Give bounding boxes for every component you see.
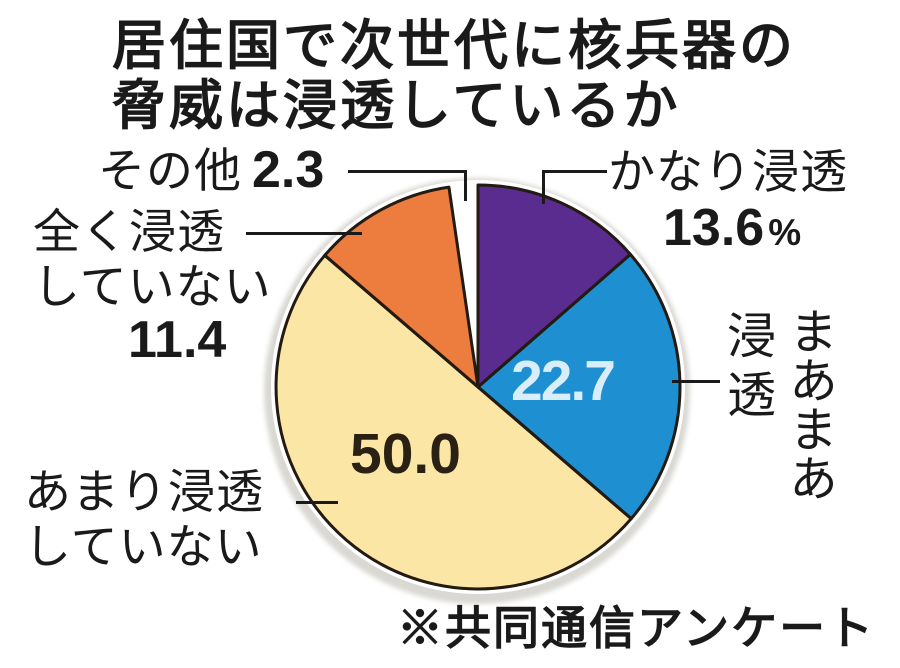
pie-slice-2: [276, 255, 632, 589]
pie-slice-0: [478, 185, 631, 387]
percent-sign: %: [768, 212, 802, 253]
callout-other-connector-line: [348, 170, 467, 201]
callout-kanari-value-number: 13.6: [663, 199, 765, 257]
pie-value-amari: 50.0: [350, 422, 461, 486]
source-note: ※共同通信アンケート: [397, 603, 876, 654]
pie-slice-outline-0: [476, 183, 632, 389]
pie-slice-1: [478, 254, 681, 519]
callout-amari-label-line2: していない: [24, 520, 263, 573]
callout-amari-label: あまり浸透 していない: [24, 464, 264, 574]
callout-mattaku-label-line1: 全く浸透: [33, 205, 225, 258]
pie-slice-3: [324, 187, 478, 387]
callout-kanari-label: かなり浸透: [608, 145, 848, 198]
chart-title-line2: 脅威は浸透しているか: [112, 76, 681, 136]
pie-chart: [264, 178, 690, 604]
callout-mattaku-connector-line: [246, 232, 362, 235]
callout-mattaku-label-line2: していない: [33, 260, 272, 313]
pie-value-maamaa: 22.7: [511, 349, 616, 413]
callout-other: その他 2.3: [98, 140, 324, 200]
chart-title: 居住国で次世代に核兵器の 脅威は浸透しているか: [112, 16, 796, 136]
callout-kanari-value: 13.6%: [663, 198, 801, 258]
callout-maamaa-connector-line: [672, 380, 720, 383]
pie-slice-outline-2: [274, 253, 633, 591]
chart-title-line1: 居住国で次世代に核兵器の: [112, 16, 796, 76]
callout-mattaku-value: 11.4: [128, 311, 227, 369]
pie-slice-outline-3: [323, 185, 480, 389]
callout-kanari-connector-line: [542, 170, 607, 204]
callout-maamaa-label-column1: まあまあ: [782, 306, 836, 502]
callout-mattaku-label: 全く浸透 していない: [33, 204, 272, 314]
callout-maamaa-label-column2: 浸透: [720, 310, 774, 428]
callout-amari-label-line1: あまり浸透: [24, 465, 264, 518]
pie-slice-outline-1: [476, 252, 682, 521]
callout-other-label: その他: [98, 144, 242, 197]
callout-amari-connector-line: [296, 501, 338, 504]
callout-other-value: 2.3: [252, 141, 325, 199]
